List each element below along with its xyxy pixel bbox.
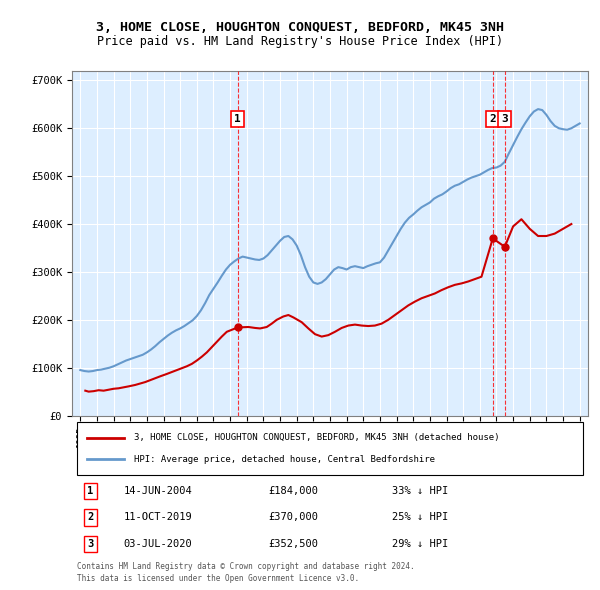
- Text: 1: 1: [234, 114, 241, 124]
- Text: £184,000: £184,000: [268, 486, 318, 496]
- Text: Contains HM Land Registry data © Crown copyright and database right 2024.: Contains HM Land Registry data © Crown c…: [77, 562, 415, 571]
- Text: Price paid vs. HM Land Registry's House Price Index (HPI): Price paid vs. HM Land Registry's House …: [97, 35, 503, 48]
- FancyBboxPatch shape: [77, 422, 583, 475]
- Text: 3, HOME CLOSE, HOUGHTON CONQUEST, BEDFORD, MK45 3NH: 3, HOME CLOSE, HOUGHTON CONQUEST, BEDFOR…: [96, 21, 504, 34]
- Text: 33% ↓ HPI: 33% ↓ HPI: [392, 486, 448, 496]
- Text: 1: 1: [88, 486, 94, 496]
- Text: HPI: Average price, detached house, Central Bedfordshire: HPI: Average price, detached house, Cent…: [134, 455, 435, 464]
- Text: This data is licensed under the Open Government Licence v3.0.: This data is licensed under the Open Gov…: [77, 574, 359, 583]
- Text: 3: 3: [502, 114, 508, 124]
- Text: 2: 2: [490, 114, 496, 124]
- Text: £370,000: £370,000: [268, 513, 318, 523]
- Text: 3, HOME CLOSE, HOUGHTON CONQUEST, BEDFORD, MK45 3NH (detached house): 3, HOME CLOSE, HOUGHTON CONQUEST, BEDFOR…: [134, 433, 499, 442]
- Text: 2: 2: [88, 513, 94, 523]
- Text: 29% ↓ HPI: 29% ↓ HPI: [392, 539, 448, 549]
- Text: 11-OCT-2019: 11-OCT-2019: [124, 513, 193, 523]
- Text: 14-JUN-2004: 14-JUN-2004: [124, 486, 193, 496]
- Text: 3: 3: [88, 539, 94, 549]
- Text: 25% ↓ HPI: 25% ↓ HPI: [392, 513, 448, 523]
- Text: 03-JUL-2020: 03-JUL-2020: [124, 539, 193, 549]
- Text: £352,500: £352,500: [268, 539, 318, 549]
